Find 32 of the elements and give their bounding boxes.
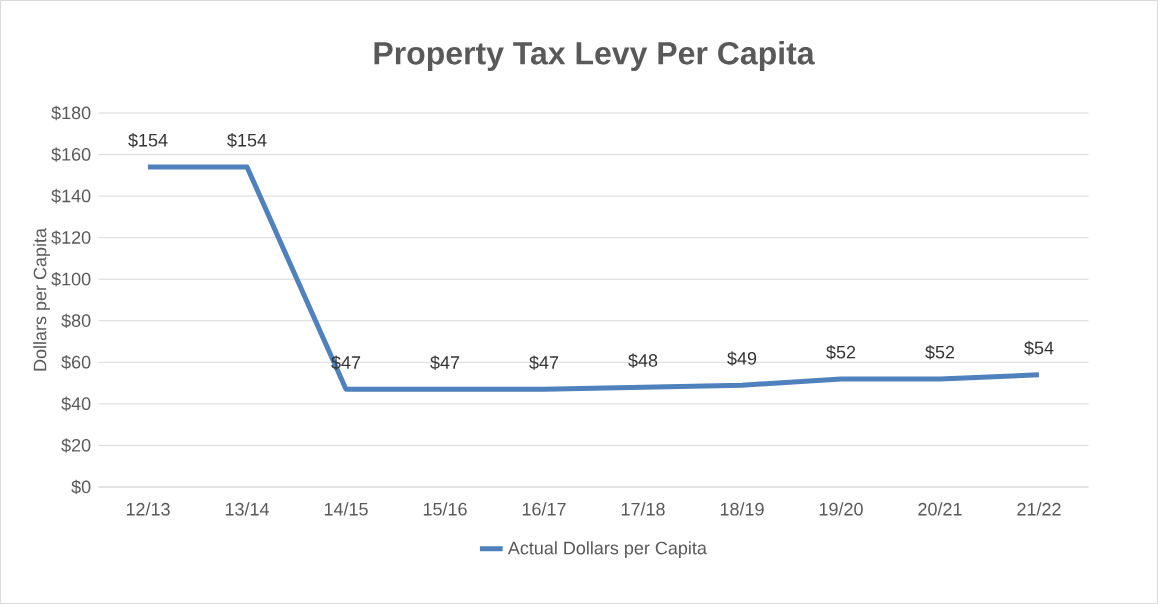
y-tick-label: $40 bbox=[61, 396, 91, 412]
x-tick-label: 15/16 bbox=[423, 502, 467, 516]
y-tick-label: $180 bbox=[51, 105, 91, 121]
y-tick-label: $20 bbox=[61, 438, 91, 453]
x-tick-label: 20/21 bbox=[918, 502, 962, 516]
y-axis-title: Dollars per Capita bbox=[33, 228, 50, 371]
y-tick-label: $80 bbox=[61, 313, 91, 329]
data-label: $48 bbox=[628, 353, 658, 368]
data-label: $154 bbox=[227, 133, 267, 148]
x-tick-label: 12/13 bbox=[126, 502, 170, 516]
data-label: $52 bbox=[826, 345, 856, 360]
chart-title: Property Tax Levy Per Capita bbox=[374, 41, 815, 71]
x-tick-label: 13/14 bbox=[225, 502, 270, 516]
data-label: $49 bbox=[727, 351, 757, 366]
y-tick-label: $60 bbox=[61, 355, 91, 370]
x-tick-label: 14/15 bbox=[324, 502, 368, 516]
x-tick-label: 16/17 bbox=[522, 502, 566, 516]
legend-label: Actual Dollars per Capita bbox=[507, 541, 707, 558]
data-label: $47 bbox=[430, 355, 460, 370]
data-label: $52 bbox=[925, 345, 955, 360]
x-tick-label: 18/19 bbox=[720, 502, 764, 516]
x-tick-label: 17/18 bbox=[621, 502, 665, 516]
data-label: $47 bbox=[529, 355, 559, 370]
x-tick-label: 21/22 bbox=[1017, 502, 1061, 516]
y-tick-label: $100 bbox=[51, 271, 91, 287]
y-tick-label: $160 bbox=[51, 147, 91, 162]
x-tick-label: 19/20 bbox=[819, 502, 863, 516]
y-tick-label: $140 bbox=[51, 188, 91, 204]
y-tick-label: $0 bbox=[71, 479, 91, 495]
data-label: $54 bbox=[1024, 340, 1054, 356]
y-tick-label: $120 bbox=[51, 230, 91, 245]
data-label: $154 bbox=[128, 133, 168, 148]
